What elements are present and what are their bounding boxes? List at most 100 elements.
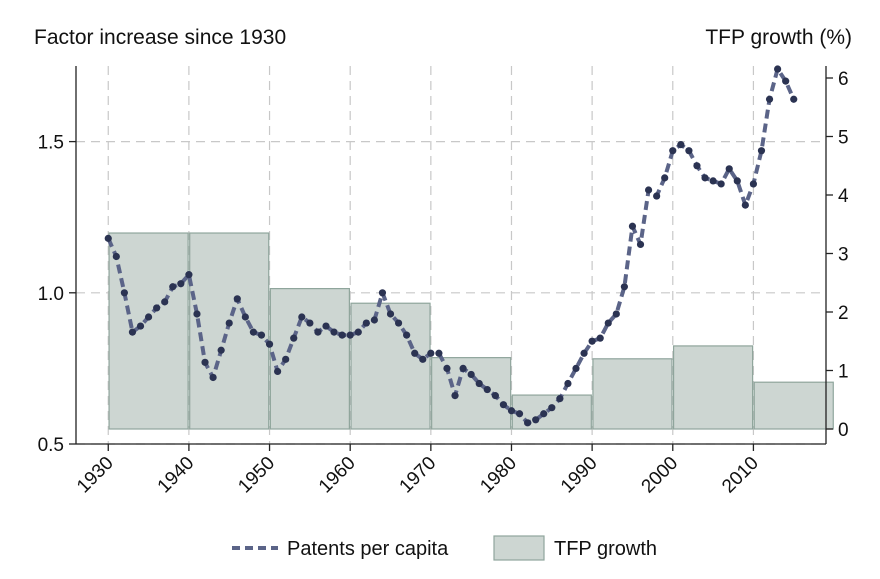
legend: Patents per capita TFP growth	[232, 535, 657, 561]
patents-point	[677, 141, 685, 149]
legend-bar-swatch	[493, 535, 545, 561]
patents-point	[540, 410, 548, 418]
patents-point	[298, 313, 306, 321]
right-tick-label: 0	[838, 420, 849, 441]
patents-point	[161, 298, 169, 306]
patents-point	[507, 407, 516, 415]
patents-point	[515, 410, 524, 418]
patents-point	[701, 174, 709, 182]
patents-point	[596, 334, 604, 342]
patents-point	[330, 328, 338, 336]
patents-point	[177, 280, 185, 288]
patents-point	[370, 316, 378, 324]
patents-point	[628, 222, 637, 230]
patents-point	[241, 313, 249, 321]
x-tick-label: 2000	[638, 453, 683, 498]
patents-point	[290, 334, 298, 342]
right-axis-title: TFP growth (%)	[705, 26, 852, 49]
patents-point	[669, 147, 677, 155]
patents-point	[467, 370, 475, 379]
patents-point	[451, 392, 459, 400]
patents-point	[709, 177, 717, 185]
patents-point	[774, 65, 782, 73]
patents-point	[265, 340, 274, 348]
patents-point	[459, 364, 467, 372]
patents-point	[306, 319, 314, 327]
tfp-bar	[511, 394, 592, 430]
patents-point	[491, 392, 499, 400]
axes	[69, 66, 833, 451]
right-tick-label: 2	[838, 303, 849, 324]
patents-point	[556, 395, 564, 403]
patents-point	[782, 77, 790, 85]
patents-point	[112, 252, 120, 261]
right-tick-label: 1	[838, 362, 849, 383]
patents-point	[435, 349, 443, 357]
patents-point	[419, 355, 427, 363]
patents-point	[580, 349, 588, 357]
patents-point	[661, 174, 669, 182]
tfp-bar	[672, 345, 754, 430]
patents-point	[249, 328, 258, 336]
patents-point	[612, 310, 620, 318]
patents-point	[790, 95, 798, 103]
patents-point	[378, 289, 387, 297]
patents-line	[104, 65, 798, 427]
patents-point	[120, 289, 128, 297]
patents-point	[604, 319, 612, 327]
patents-point	[653, 192, 661, 200]
patents-point	[144, 313, 153, 321]
patents-point	[588, 337, 596, 345]
patents-point	[338, 331, 346, 339]
patents-point	[136, 322, 145, 330]
patents-point	[153, 304, 161, 312]
patents-point	[717, 180, 725, 188]
left-tick-label: 0.5	[38, 435, 64, 456]
left-tick-label: 1.5	[38, 133, 64, 154]
patents-point	[548, 404, 556, 412]
x-tick-label: 1980	[476, 453, 521, 498]
patents-point	[322, 322, 330, 330]
tfp-bar	[108, 232, 189, 430]
patents-point	[725, 165, 733, 173]
patents-point	[733, 177, 741, 185]
x-tick-label: 1960	[315, 453, 360, 498]
patents-point	[765, 95, 774, 103]
tfp-bar	[753, 381, 834, 430]
patents-point	[532, 416, 540, 424]
patents-point	[193, 310, 201, 318]
left-tick-label: 1.0	[38, 284, 64, 305]
patents-point	[620, 283, 628, 291]
patents-point	[427, 349, 435, 357]
patents-point	[314, 328, 322, 336]
legend-label-tfp: TFP growth	[554, 538, 657, 560]
patents-point	[217, 346, 225, 354]
right-tick-label: 6	[838, 69, 849, 90]
x-tick-label: 1970	[396, 453, 441, 498]
tfp-bars	[108, 232, 834, 430]
patents-point	[572, 364, 580, 372]
tfp-bar	[592, 358, 673, 430]
x-tick-label: 1930	[73, 453, 118, 498]
patents-point	[169, 283, 177, 291]
patents-point	[443, 364, 451, 372]
patents-point	[362, 319, 370, 327]
patents-point	[346, 331, 354, 339]
patents-point	[499, 401, 508, 409]
patents-point	[201, 358, 209, 366]
legend-label-patents: Patents per capita	[287, 538, 449, 560]
patents-point	[757, 147, 766, 155]
patents-point	[749, 180, 758, 188]
patents-point	[524, 419, 532, 427]
patents-point	[274, 367, 282, 376]
x-tick-label: 2010	[718, 453, 763, 498]
patents-point	[564, 379, 572, 388]
patents-point	[394, 319, 403, 327]
patents-point	[104, 234, 112, 242]
patents-point	[483, 385, 491, 394]
patents-point	[475, 379, 483, 388]
patents-point	[636, 240, 645, 249]
patents-point	[411, 349, 419, 357]
patents-point	[354, 328, 362, 336]
